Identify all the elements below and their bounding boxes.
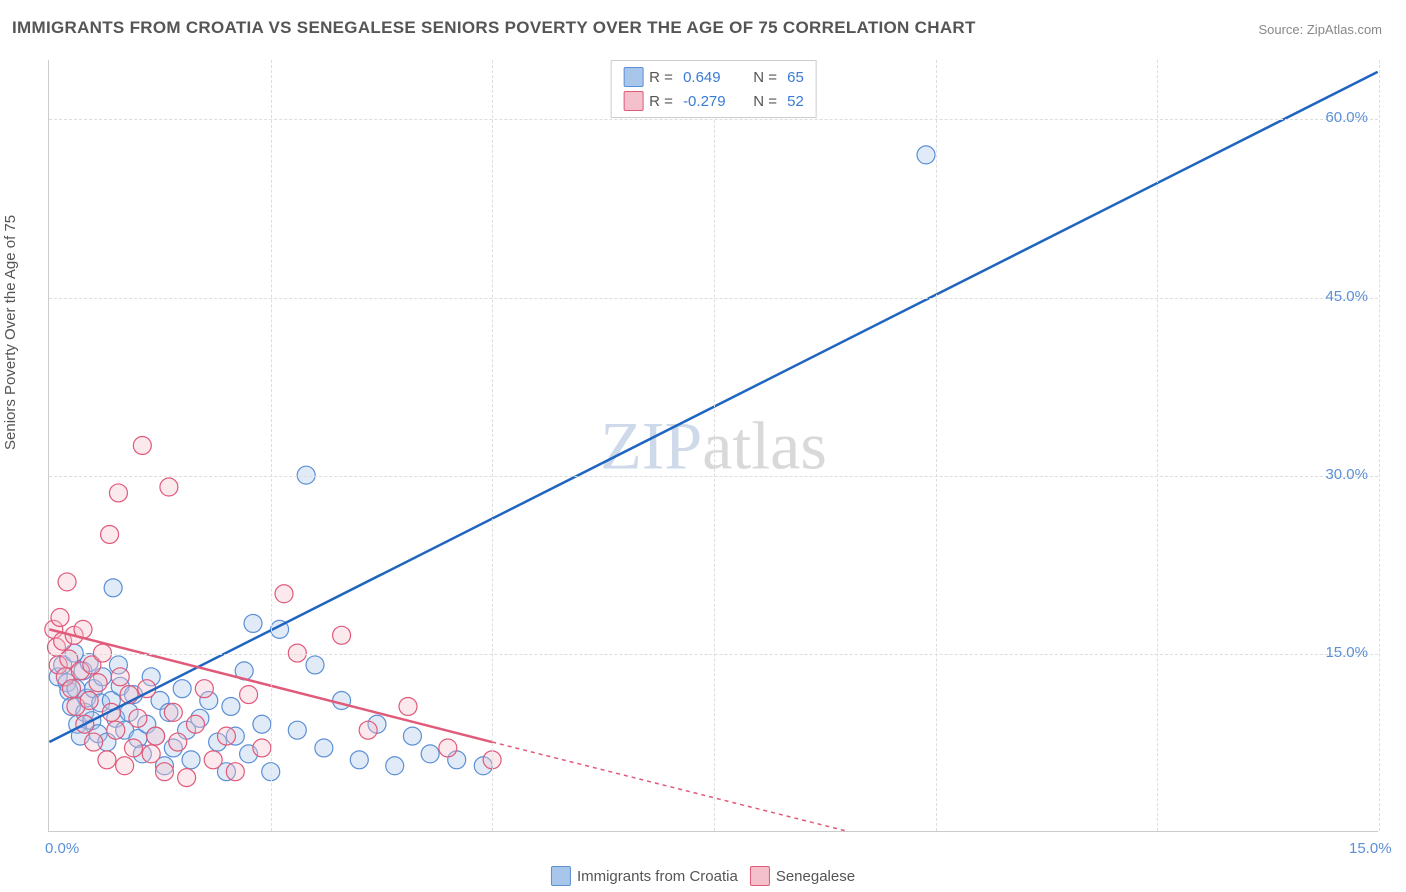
data-point: [124, 739, 142, 757]
data-point: [164, 703, 182, 721]
legend-label: Immigrants from Croatia: [577, 868, 738, 885]
legend-n-label: N =: [745, 69, 777, 86]
data-point: [253, 739, 271, 757]
data-point: [160, 478, 178, 496]
y-tick-label: 15.0%: [1325, 644, 1368, 661]
data-point: [386, 757, 404, 775]
legend-n-value: 52: [783, 93, 804, 110]
data-point: [116, 757, 134, 775]
data-point: [240, 686, 258, 704]
data-point: [147, 727, 165, 745]
legend-label: Senegalese: [776, 868, 855, 885]
data-point: [253, 715, 271, 733]
data-point: [178, 769, 196, 787]
gridline-v: [271, 60, 272, 831]
data-point: [359, 721, 377, 739]
y-tick-label: 45.0%: [1325, 288, 1368, 305]
data-point: [917, 146, 935, 164]
legend-r-value: -0.279: [679, 93, 739, 110]
data-point: [107, 721, 125, 739]
legend-r-label: R =: [649, 69, 673, 86]
data-point: [173, 680, 191, 698]
data-point: [333, 626, 351, 644]
x-tick-label: 0.0%: [45, 840, 79, 857]
data-point: [204, 751, 222, 769]
data-point: [403, 727, 421, 745]
chart-container: IMMIGRANTS FROM CROATIA VS SENEGALESE SE…: [0, 0, 1406, 892]
data-point: [275, 585, 293, 603]
plot-area: ZIPatlas 15.0%30.0%45.0%60.0%0.0%15.0%R …: [48, 60, 1378, 832]
source-label: Source: ZipAtlas.com: [1258, 22, 1382, 37]
data-point: [350, 751, 368, 769]
y-tick-label: 60.0%: [1325, 109, 1368, 126]
data-point: [333, 692, 351, 710]
x-tick-label: 15.0%: [1349, 840, 1392, 857]
data-point: [85, 733, 103, 751]
chart-title: IMMIGRANTS FROM CROATIA VS SENEGALESE SE…: [12, 18, 976, 38]
data-point: [315, 739, 333, 757]
data-point: [222, 697, 240, 715]
data-point: [89, 674, 107, 692]
legend-swatch: [750, 866, 770, 886]
gridline-v: [936, 60, 937, 831]
data-point: [111, 668, 129, 686]
data-point: [102, 703, 120, 721]
data-point: [217, 727, 235, 745]
data-point: [169, 733, 187, 751]
trend-line-extrapolated: [492, 742, 846, 831]
data-point: [133, 437, 151, 455]
y-tick-label: 30.0%: [1325, 466, 1368, 483]
legend-r-value: 0.649: [679, 69, 739, 86]
gridline-v: [1379, 60, 1380, 831]
data-point: [155, 763, 173, 781]
data-point: [226, 763, 244, 781]
legend-swatch: [551, 866, 571, 886]
data-point: [439, 739, 457, 757]
data-point: [142, 745, 160, 763]
data-point: [244, 614, 262, 632]
data-point: [306, 656, 324, 674]
data-point: [195, 680, 213, 698]
gridline-v: [492, 60, 493, 831]
data-point: [129, 709, 147, 727]
data-point: [186, 715, 204, 733]
gridline-v: [714, 60, 715, 831]
legend-swatch: [623, 67, 643, 87]
legend-r-label: R =: [649, 93, 673, 110]
data-point: [63, 680, 81, 698]
data-point: [104, 579, 122, 597]
legend-row: R = -0.279 N = 52: [623, 89, 804, 113]
data-point: [182, 751, 200, 769]
legend-bottom: Immigrants from Croatia Senegalese: [551, 866, 855, 886]
legend-row: R = 0.649 N = 65: [623, 65, 804, 89]
legend-item: Immigrants from Croatia: [551, 866, 738, 886]
data-point: [399, 697, 417, 715]
legend-n-value: 65: [783, 69, 804, 86]
data-point: [109, 484, 127, 502]
data-point: [80, 692, 98, 710]
data-point: [58, 573, 76, 591]
data-point: [51, 609, 69, 627]
gridline-v: [1157, 60, 1158, 831]
data-point: [421, 745, 439, 763]
data-point: [101, 525, 119, 543]
legend-correlation: R = 0.649 N = 65R = -0.279 N = 52: [610, 60, 817, 118]
legend-n-label: N =: [745, 93, 777, 110]
y-axis-label: Seniors Poverty Over the Age of 75: [2, 215, 19, 450]
data-point: [98, 751, 116, 769]
legend-swatch: [623, 91, 643, 111]
legend-item: Senegalese: [750, 866, 855, 886]
data-point: [288, 721, 306, 739]
